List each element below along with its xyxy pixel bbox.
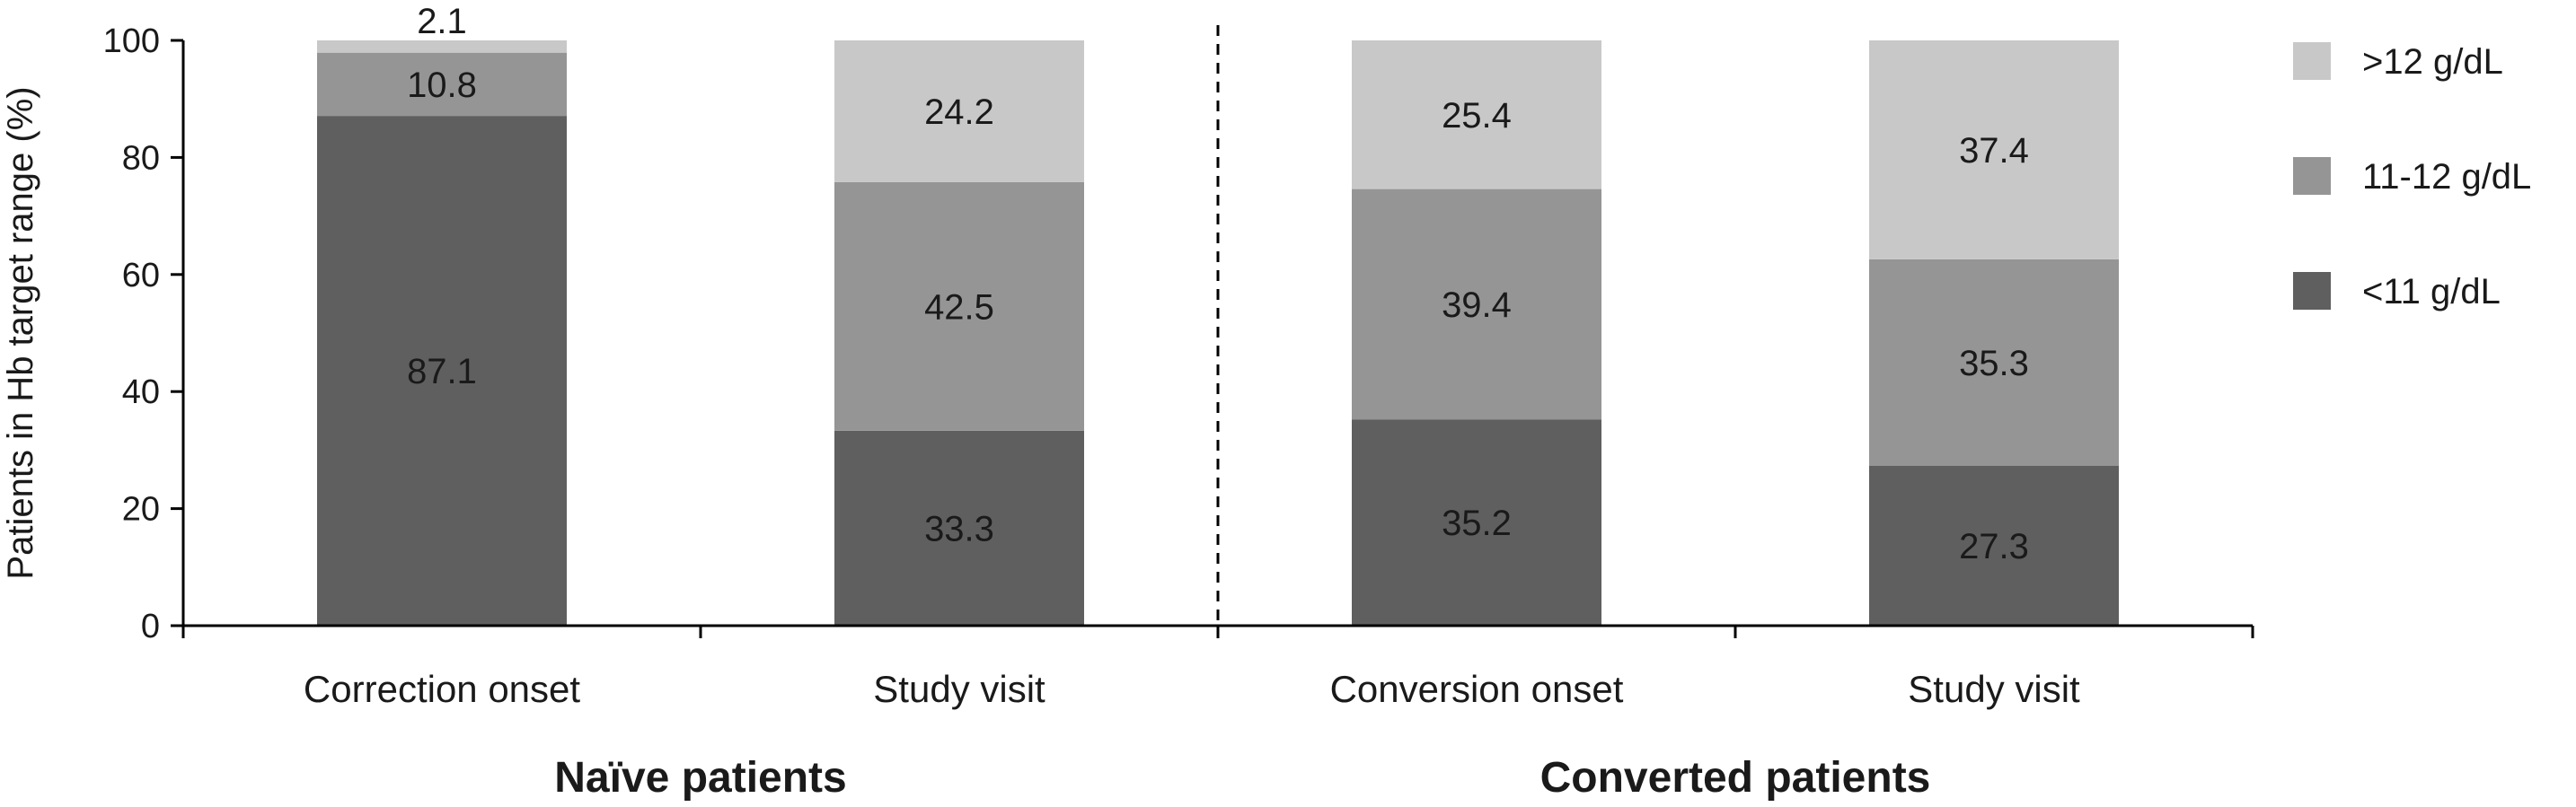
category-label-3: Study visit [1908, 668, 2080, 710]
data-label-3-1: 35.3 [1959, 344, 2029, 383]
bars-layer [317, 40, 2119, 626]
data-label-0-1: 10.8 [407, 66, 477, 105]
bar-segment-1-2 [834, 40, 1084, 182]
data-label-1-1: 42.5 [924, 287, 994, 327]
legend-swatch-1 [2293, 157, 2331, 195]
y-tick-label-1: 20 [122, 491, 160, 529]
y-tick-label-4: 80 [122, 139, 160, 177]
y-tick-label-3: 60 [122, 257, 160, 294]
data-label-0-0: 87.1 [407, 352, 477, 391]
data-label-2-1: 39.4 [1442, 285, 1512, 325]
bar-segment-3-1 [1869, 259, 2119, 467]
bar-segment-1-0 [834, 430, 1084, 626]
bar-segment-1-1 [834, 181, 1084, 431]
bar-segment-2-0 [1352, 419, 1601, 626]
legend-label-2: <11 g/dL [2362, 272, 2501, 311]
group-label-1: Converted patients [1540, 754, 1931, 802]
data-label-3-2: 37.4 [1959, 131, 2029, 171]
bar-segment-3-2 [1869, 40, 2119, 259]
y-tick-label-0: 0 [141, 608, 160, 645]
category-label-1: Study visit [873, 668, 1045, 710]
legend: >12 g/dL 11-12 g/dL <11 g/dL [2293, 42, 2531, 311]
axes-layer: Correction onset Study visit Conversion on… [1, 22, 2254, 802]
data-label-2-2: 25.4 [1442, 96, 1512, 136]
bar-segment-0-2 [317, 40, 567, 53]
data-label-0-2: 2.1 [417, 2, 467, 41]
legend-label-1: 11-12 g/dL [2362, 157, 2531, 197]
bar-segment-2-1 [1352, 189, 1601, 420]
bar-segment-0-1 [317, 52, 567, 117]
legend-swatch-2 [2293, 272, 2331, 310]
group-label-0: Naïve patients [554, 754, 846, 802]
y-axis-title: Patients in Hb target range (%) [1, 86, 40, 579]
data-label-2-0: 35.2 [1442, 504, 1512, 543]
bar-segment-0-0 [317, 116, 567, 626]
legend-swatch-0 [2293, 42, 2331, 80]
bar-segment-3-0 [1869, 466, 2119, 626]
category-label-2: Conversion onset [1330, 668, 1624, 710]
bar-segment-2-2 [1352, 40, 1601, 189]
data-label-3-0: 27.3 [1959, 527, 2029, 566]
data-label-1-2: 24.2 [924, 92, 994, 132]
y-tick-label-5: 100 [103, 22, 160, 60]
data-label-1-0: 33.3 [924, 509, 994, 548]
legend-label-0: >12 g/dL [2362, 42, 2503, 82]
y-tick-label-2: 40 [122, 373, 160, 411]
category-label-0: Correction onset [304, 668, 580, 710]
bar-labels-layer: 87.1 10.8 2.1 33.3 42.5 24.2 35.2 39.4 25.4 27.3 3… [407, 2, 2029, 566]
